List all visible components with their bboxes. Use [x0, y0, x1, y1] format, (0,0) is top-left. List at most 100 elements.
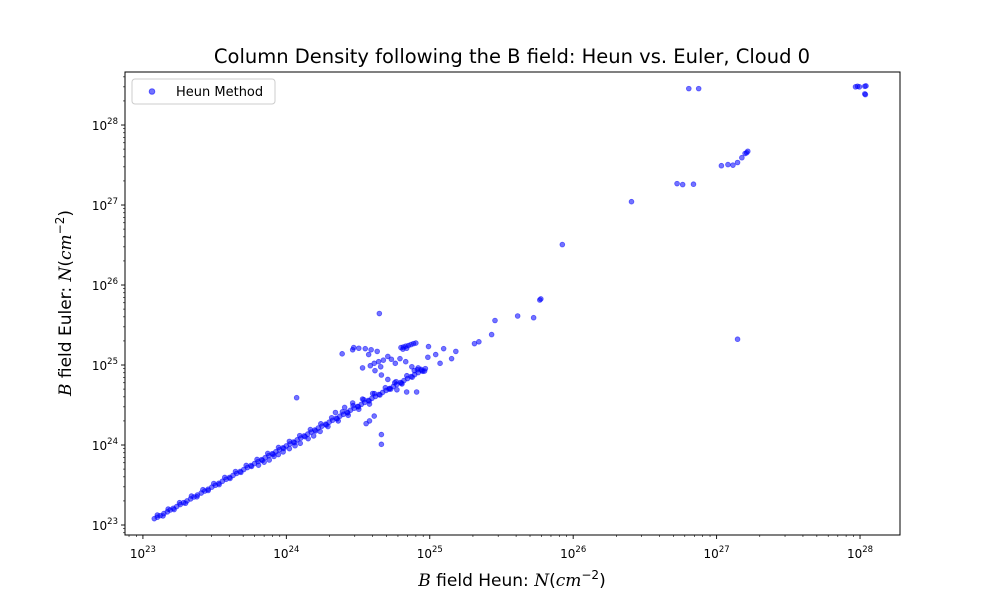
data-point: [402, 358, 409, 365]
y-axis-sym: N: [56, 266, 76, 283]
data-point: [674, 180, 680, 187]
data-point: [248, 463, 255, 470]
data-point: [388, 356, 395, 363]
data-point: [312, 428, 319, 434]
data-point: [345, 412, 352, 419]
data-point: [232, 468, 239, 475]
data-point: [165, 506, 171, 512]
data-point: [409, 374, 416, 380]
data-point: [367, 362, 374, 369]
y-tick-label: 1028: [92, 117, 118, 133]
x-tick-label: 1024: [273, 545, 299, 561]
data-point: [385, 376, 391, 383]
data-point: [425, 343, 432, 350]
data-point: [397, 355, 403, 362]
plot-frame: [124, 71, 901, 536]
data-point: [216, 481, 222, 488]
points-layer: [151, 83, 869, 522]
data-point: [176, 499, 183, 506]
data-point: [375, 358, 382, 365]
data-point: [404, 372, 410, 379]
data-point: [421, 368, 428, 374]
data-point: [413, 340, 419, 346]
y-axis-text: field Euler:: [56, 282, 76, 384]
data-point: [403, 389, 410, 395]
data-point: [205, 487, 211, 494]
axis-ticks: 1023 1024 1025 1026 1027 1028 1023 1024 1025 1026…: [92, 76, 873, 561]
x-axis-unit-open: (: [549, 571, 556, 591]
x-tick-label: 1025: [417, 545, 443, 561]
y-tick-label: 1027: [92, 197, 118, 213]
data-point: [305, 435, 311, 442]
data-point: [366, 401, 373, 407]
data-point: [238, 469, 244, 476]
data-point: [264, 450, 271, 457]
data-point: [377, 363, 384, 370]
data-point: [453, 348, 459, 355]
data-point: [154, 512, 161, 518]
x-tick-label: 1028: [847, 545, 873, 561]
data-point: [679, 181, 686, 188]
data-point: [280, 449, 286, 455]
data-point: [372, 367, 378, 374]
data-point: [476, 339, 482, 345]
data-point: [371, 413, 378, 419]
data-point: [221, 474, 228, 481]
data-point: [432, 351, 439, 358]
data-point: [862, 91, 869, 98]
data-point: [339, 409, 346, 415]
data-point: [695, 85, 702, 92]
data-point: [399, 381, 405, 387]
data-point: [392, 360, 399, 367]
data-point: [734, 336, 741, 343]
data-point: [365, 351, 372, 358]
data-point: [409, 363, 415, 370]
data-point: [366, 418, 373, 424]
data-point: [243, 462, 250, 469]
data-point: [856, 84, 863, 90]
data-point: [296, 432, 303, 439]
data-point: [378, 372, 385, 378]
data-point: [411, 367, 418, 374]
data-point: [286, 438, 293, 445]
x-axis-title: B field Heun: N(cm−2): [417, 568, 605, 591]
data-point: [293, 394, 300, 401]
data-point: [335, 418, 342, 424]
legend-box: [131, 78, 276, 105]
data-point: [160, 513, 166, 519]
chart-title: Column Density following the B field: He…: [214, 45, 810, 68]
data-point: [863, 83, 869, 89]
y-axis-unit: cm: [56, 234, 76, 260]
x-tick-label: 1027: [704, 545, 730, 561]
data-point: [317, 428, 323, 435]
data-point: [310, 433, 317, 439]
data-point: [368, 346, 374, 353]
data-point: [286, 445, 293, 452]
x-axis-text: field Heun:: [431, 571, 534, 591]
data-point: [514, 313, 521, 319]
y-axis-unit-close: ): [56, 210, 76, 217]
data-point: [362, 345, 369, 352]
data-point: [275, 444, 282, 451]
data-point: [292, 442, 298, 449]
data-point: [182, 500, 189, 507]
y-axis-title: B field Euler: N(cm−2): [53, 210, 76, 397]
data-point: [297, 440, 304, 447]
data-point: [386, 386, 392, 392]
data-point: [325, 423, 331, 430]
data-point: [437, 360, 443, 367]
data-point: [628, 198, 635, 205]
data-point: [341, 404, 348, 411]
data-point: [318, 421, 324, 427]
y-axis-var: B: [56, 384, 76, 398]
data-point: [210, 480, 217, 487]
data-point: [530, 314, 537, 321]
y-axis-unit-open: (: [56, 260, 76, 267]
data-point: [718, 162, 725, 169]
data-point: [730, 162, 736, 168]
y-tick-label: 1025: [92, 357, 118, 373]
data-point: [369, 390, 376, 397]
data-point: [448, 355, 455, 362]
y-axis-unit-exp: −2: [53, 217, 67, 235]
